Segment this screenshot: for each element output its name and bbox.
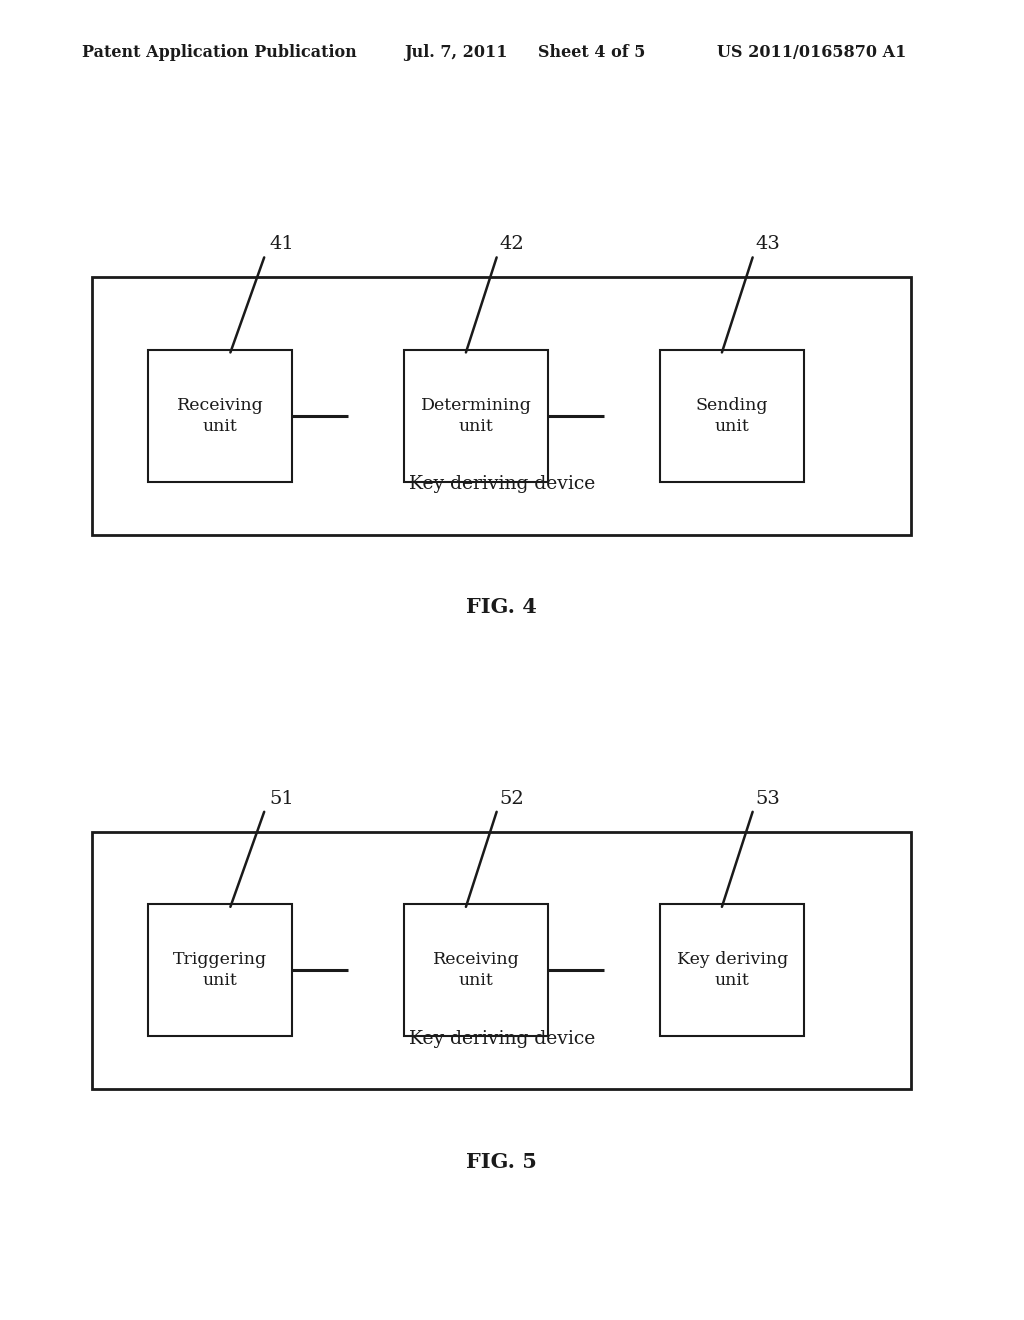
Text: 52: 52 bbox=[500, 789, 524, 808]
Text: Receiving
unit: Receiving unit bbox=[177, 397, 263, 434]
Bar bbox=[660, 904, 804, 1036]
Text: US 2011/0165870 A1: US 2011/0165870 A1 bbox=[717, 45, 906, 61]
Text: 41: 41 bbox=[269, 235, 294, 253]
Bar bbox=[404, 904, 548, 1036]
Text: Patent Application Publication: Patent Application Publication bbox=[82, 45, 356, 61]
Text: Triggering
unit: Triggering unit bbox=[173, 952, 267, 989]
Text: Sheet 4 of 5: Sheet 4 of 5 bbox=[538, 45, 645, 61]
Text: Sending
unit: Sending unit bbox=[696, 397, 768, 434]
Bar bbox=[660, 350, 804, 482]
Bar bbox=[92, 277, 911, 535]
Bar bbox=[404, 350, 548, 482]
Text: Receiving
unit: Receiving unit bbox=[433, 952, 519, 989]
Text: FIG. 5: FIG. 5 bbox=[466, 1151, 538, 1172]
Text: Key deriving device: Key deriving device bbox=[409, 475, 595, 494]
Text: Determining
unit: Determining unit bbox=[421, 397, 531, 434]
Bar bbox=[148, 350, 292, 482]
Text: 43: 43 bbox=[756, 235, 780, 253]
Text: Key deriving
unit: Key deriving unit bbox=[677, 952, 787, 989]
Text: 51: 51 bbox=[269, 789, 294, 808]
Text: 42: 42 bbox=[500, 235, 524, 253]
Bar bbox=[148, 904, 292, 1036]
Text: Jul. 7, 2011: Jul. 7, 2011 bbox=[404, 45, 508, 61]
Text: Key deriving device: Key deriving device bbox=[409, 1030, 595, 1048]
Bar bbox=[92, 832, 911, 1089]
Text: FIG. 4: FIG. 4 bbox=[466, 597, 538, 618]
Text: 53: 53 bbox=[756, 789, 780, 808]
